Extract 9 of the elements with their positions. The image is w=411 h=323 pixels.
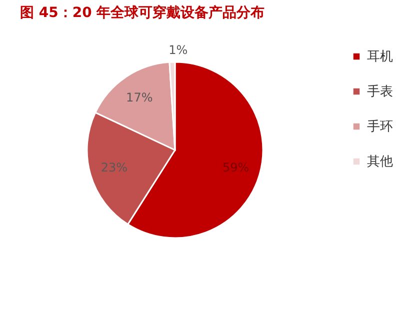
legend-label: 耳机	[367, 50, 393, 64]
data-label: 17%	[126, 90, 153, 105]
data-label: 23%	[100, 160, 128, 175]
legend-label: 其他	[367, 154, 393, 170]
chart-title: 图 45：20 年全球可穿戴设备产品分布	[20, 4, 265, 22]
data-label: 59%	[222, 160, 250, 175]
data-label: 1%	[168, 43, 188, 58]
legend-label: 手环	[367, 120, 393, 134]
legend-label: 手表	[367, 84, 393, 100]
